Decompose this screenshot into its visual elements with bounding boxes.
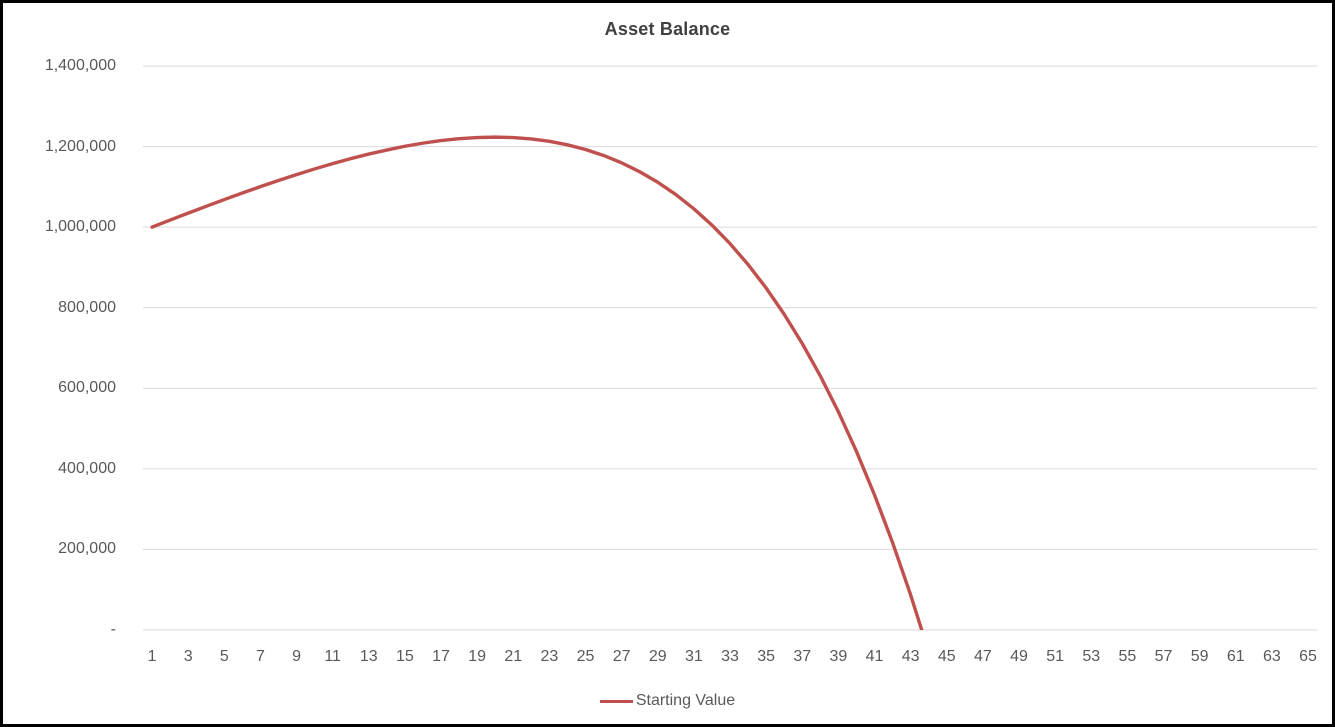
chart-title: Asset Balance	[604, 19, 731, 39]
x-tick-label: 5	[219, 648, 229, 665]
series-line-starting-value	[150, 135, 924, 630]
x-tick-label: 47	[973, 648, 992, 665]
x-tick-label: 39	[829, 648, 848, 665]
x-tick-label: 13	[359, 648, 378, 665]
x-tick-label: 33	[721, 648, 739, 665]
y-tick-label: 1,200,000	[44, 137, 116, 155]
legend-line-swatch	[599, 699, 633, 703]
x-tick-label: 53	[1082, 648, 1101, 665]
y-tick-label: -	[110, 621, 116, 638]
x-tick-label: 31	[684, 648, 703, 665]
x-tick-label: 23	[540, 648, 559, 665]
y-tick-label: 1,400,000	[44, 57, 116, 74]
x-tick-label: 43	[901, 648, 920, 665]
x-tick-label: 65	[1299, 648, 1317, 665]
x-tick-label: 63	[1262, 648, 1281, 665]
x-tick-label: 27	[612, 648, 631, 665]
x-tick-label: 45	[937, 648, 956, 665]
x-tick-label: 35	[757, 648, 776, 665]
plot-area	[143, 65, 1317, 631]
x-tick-label: 7	[255, 648, 265, 665]
x-tick-label: 61	[1226, 648, 1245, 665]
x-tick-label: 19	[468, 648, 487, 665]
x-tick-label: 1	[147, 648, 157, 665]
x-tick-label: 51	[1046, 648, 1064, 665]
x-tick-label: 41	[865, 648, 884, 665]
x-tick-label: 37	[793, 648, 812, 665]
y-tick-label: 200,000	[58, 540, 116, 558]
x-tick-label: 59	[1190, 648, 1209, 665]
x-tick-label: 3	[183, 648, 193, 665]
x-tick-label: 21	[504, 648, 523, 665]
x-tick-label: 55	[1118, 648, 1137, 665]
x-tick-label: 25	[576, 648, 595, 665]
x-tick-label: 17	[432, 648, 450, 665]
y-tick-label: 800,000	[58, 298, 116, 316]
y-tick-label: 600,000	[58, 379, 116, 397]
y-tick-label: 400,000	[58, 459, 116, 477]
x-tick-label: 49	[1010, 648, 1028, 665]
legend-label: Starting Value	[635, 692, 736, 709]
x-tick-label: 57	[1154, 648, 1173, 665]
y-tick-label: 1,000,000	[44, 218, 116, 236]
legend: Starting Value	[3, 690, 1332, 712]
x-tick-label: 9	[292, 648, 301, 665]
x-tick-label: 15	[395, 648, 414, 665]
x-tick-label: 11	[324, 648, 341, 665]
x-tick-label: 29	[648, 648, 667, 665]
